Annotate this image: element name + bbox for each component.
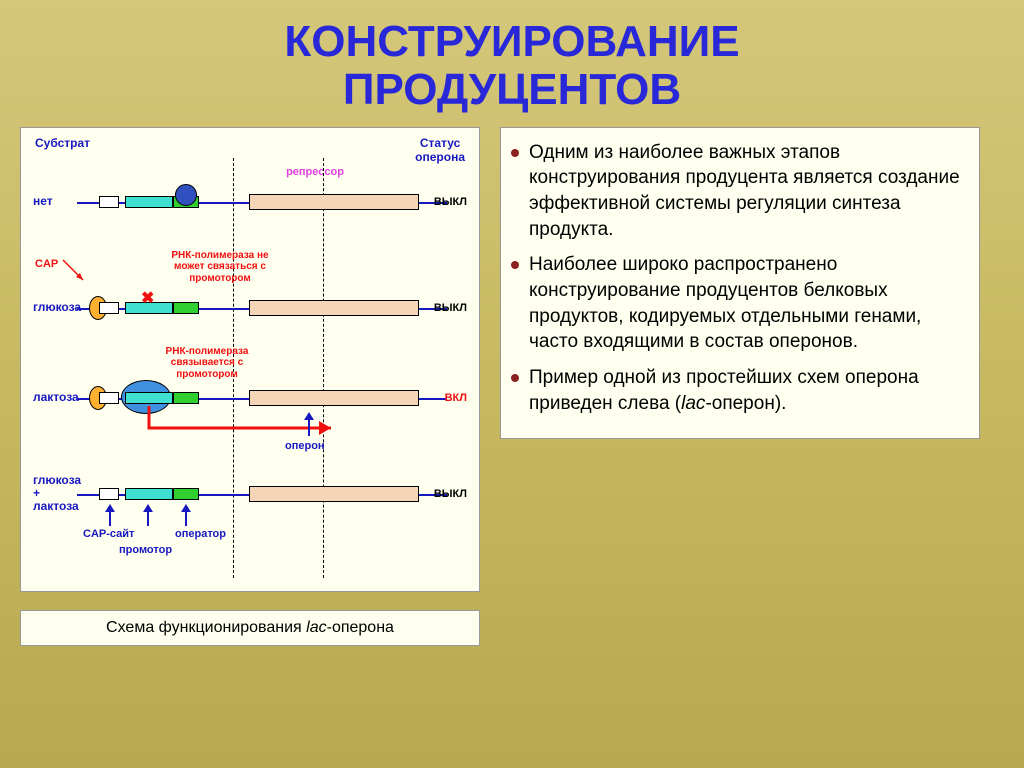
row4-operon [249,486,419,502]
row4-label: глюкоза + лактоза [33,474,81,514]
row4-operator [173,488,199,500]
x-mark-icon: ✖ [141,288,154,308]
title-line2: ПРОДУЦЕНТОВ [0,66,1024,114]
bullet-2: Наиболее широко распространено конструир… [511,252,969,355]
row3-annot: РНК-полимераза связывается с промотором [157,346,257,381]
header-status-l2: оперона [415,150,465,164]
row4-status: ВЫКЛ [434,488,467,500]
row4-cap-site [99,488,119,500]
promoter-pointer-icon [141,504,155,528]
row4-sub-l3: лактоза [33,499,79,513]
row1-promoter [125,196,173,208]
header-status: Статус оперона [415,136,465,164]
row2-label: глюкоза [33,300,81,314]
row3-cap-site [99,392,119,404]
row4-sub-l1: глюкоза [33,473,81,487]
row3-annot-l2: связывается с [171,357,243,368]
row1-status: ВЫКЛ [434,196,467,208]
row3-annot-l1: РНК-полимераза [166,346,249,357]
bullet-panel: Одним из наиболее важных этапов конструи… [500,127,980,439]
operator-pointer-icon [179,504,193,528]
row3-status: ВКЛ [445,392,467,404]
row3-label: лактоза [33,390,79,404]
row1-operon [249,194,419,210]
row3-operator [173,392,199,404]
content-area: Субстрат Статус оперона репрессор нет [0,127,1024,646]
row2-annot-l2: может связаться с [174,261,266,272]
header-substrate: Субстрат [35,136,90,164]
row4-promoter [125,488,173,500]
row2-status: ВЫКЛ [434,302,467,314]
right-column: Одним из наиболее важных этапов конструи… [500,127,980,646]
bullet-dot-icon [511,261,519,269]
row2-operator [173,302,199,314]
diagram-caption: Схема функционирования lac-оперона [106,619,394,636]
left-column: Субстрат Статус оперона репрессор нет [20,127,480,646]
row1-label: нет [33,194,53,208]
operon-pointer-icon [299,410,319,440]
operon-diagram: Субстрат Статус оперона репрессор нет [20,127,480,592]
row3-promoter [125,392,173,404]
row4-sub-l2: + [33,486,40,500]
promoter-region-label: промотор [119,544,172,556]
row2-operon [249,300,419,316]
row1-cap-site [99,196,119,208]
row2-cap-site [99,302,119,314]
row-both: глюкоза + лактоза ВЫКЛ CAP-сайт пр [27,464,473,574]
row-lactose: лактоза ВКЛ РНК-полимераза связывается с… [27,354,473,464]
bullet-3: Пример одной из простейших схем оперона … [511,365,969,416]
title-line1: КОНСТРУИРОВАНИЕ [0,18,1024,66]
row2-annot-l1: РНК-полимераза не [171,250,268,261]
capsite-region-label: CAP-сайт [83,528,134,540]
bullet-1-text: Одним из наиболее важных этапов конструи… [529,140,969,243]
row1-repressor [175,184,197,206]
bullet-1: Одним из наиболее важных этапов конструи… [511,140,969,243]
bullet-2-text: Наиболее широко распространено конструир… [529,252,969,355]
header-status-l1: Статус [420,136,460,150]
slide: КОНСТРУИРОВАНИЕ ПРОДУЦЕНТОВ Субстрат Ста… [0,0,1024,768]
bullet-3-text: Пример одной из простейших схем оперона … [529,365,969,416]
diagram-caption-box: Схема функционирования lac-оперона [20,610,480,646]
slide-title: КОНСТРУИРОВАНИЕ ПРОДУЦЕНТОВ [0,0,1024,127]
operator-region-label: оператор [175,528,226,540]
bullet-dot-icon [511,374,519,382]
row2-annot: РНК-полимераза не может связаться с пром… [165,250,275,285]
operon-region-label: оперон [285,440,325,452]
diagram-headers: Субстрат Статус оперона [27,136,473,164]
capsite-pointer-icon [103,504,117,528]
row-glucose: глюкоза ✖ ВЫКЛ РНК-полимераза не может с… [27,264,473,354]
row2-annot-l3: промотором [189,273,251,284]
row3-annot-l3: промотором [176,369,238,380]
bullet-list: Одним из наиболее важных этапов конструи… [511,140,969,416]
bullet-dot-icon [511,149,519,157]
